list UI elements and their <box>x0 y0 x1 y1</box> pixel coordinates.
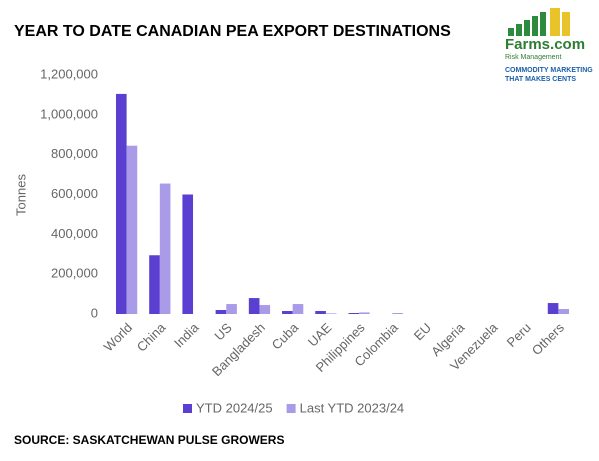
x-tick-label: India <box>171 319 202 350</box>
logo: Farms.com Risk Management COMMODITY MARK… <box>493 4 593 90</box>
legend-label: Last YTD 2023/24 <box>300 400 405 415</box>
x-tick-label: Peru <box>504 320 534 350</box>
logo-name: Farms.com <box>505 36 585 53</box>
bar <box>159 183 171 314</box>
logo-sub: Risk Management <box>505 54 561 61</box>
y-tick-label: 200,000 <box>51 266 98 281</box>
x-tick-label: US <box>211 320 235 344</box>
bar <box>348 313 360 314</box>
legend-label: YTD 2024/25 <box>196 400 273 415</box>
legend-swatch <box>183 404 192 413</box>
bar <box>392 313 403 314</box>
y-tick-label: 600,000 <box>51 186 98 201</box>
bar <box>215 310 227 314</box>
x-tick-label: Cuba <box>269 319 302 352</box>
y-tick-label: 800,000 <box>51 146 98 161</box>
bar <box>182 194 194 314</box>
bar <box>149 255 160 314</box>
x-tick-label: EU <box>411 320 434 343</box>
bar <box>292 304 304 314</box>
bar <box>359 312 370 314</box>
bar <box>226 304 237 314</box>
x-tick-label: Others <box>529 320 568 359</box>
bar <box>558 309 570 314</box>
x-tick-label: UAE <box>305 320 335 350</box>
bar <box>115 93 127 314</box>
legend-swatch <box>286 404 296 413</box>
bar <box>259 305 271 314</box>
y-tick-label: 400,000 <box>51 226 98 241</box>
bar <box>126 145 138 314</box>
y-tick-label: 0 <box>91 305 98 320</box>
chart-title: YEAR TO DATE CANADIAN PEA EXPORT DESTINA… <box>14 23 451 40</box>
bar <box>547 303 559 314</box>
source: SOURCE: SASKATCHEWAN PULSE GROWERS <box>14 433 284 447</box>
bar <box>248 298 260 314</box>
x-tick-label: China <box>134 319 169 354</box>
x-tick-label: World <box>101 320 135 354</box>
y-tick-label: 1,200,000 <box>40 66 98 81</box>
bar <box>282 311 293 314</box>
bar <box>325 313 337 314</box>
logo-tag: THAT MAKES CENTS <box>505 76 576 83</box>
y-axis-title: Tonnes <box>13 174 28 216</box>
bar <box>315 311 326 314</box>
logo-tag: COMMODITY MARKETING <box>505 67 593 74</box>
y-tick-label: 1,000,000 <box>40 106 98 121</box>
